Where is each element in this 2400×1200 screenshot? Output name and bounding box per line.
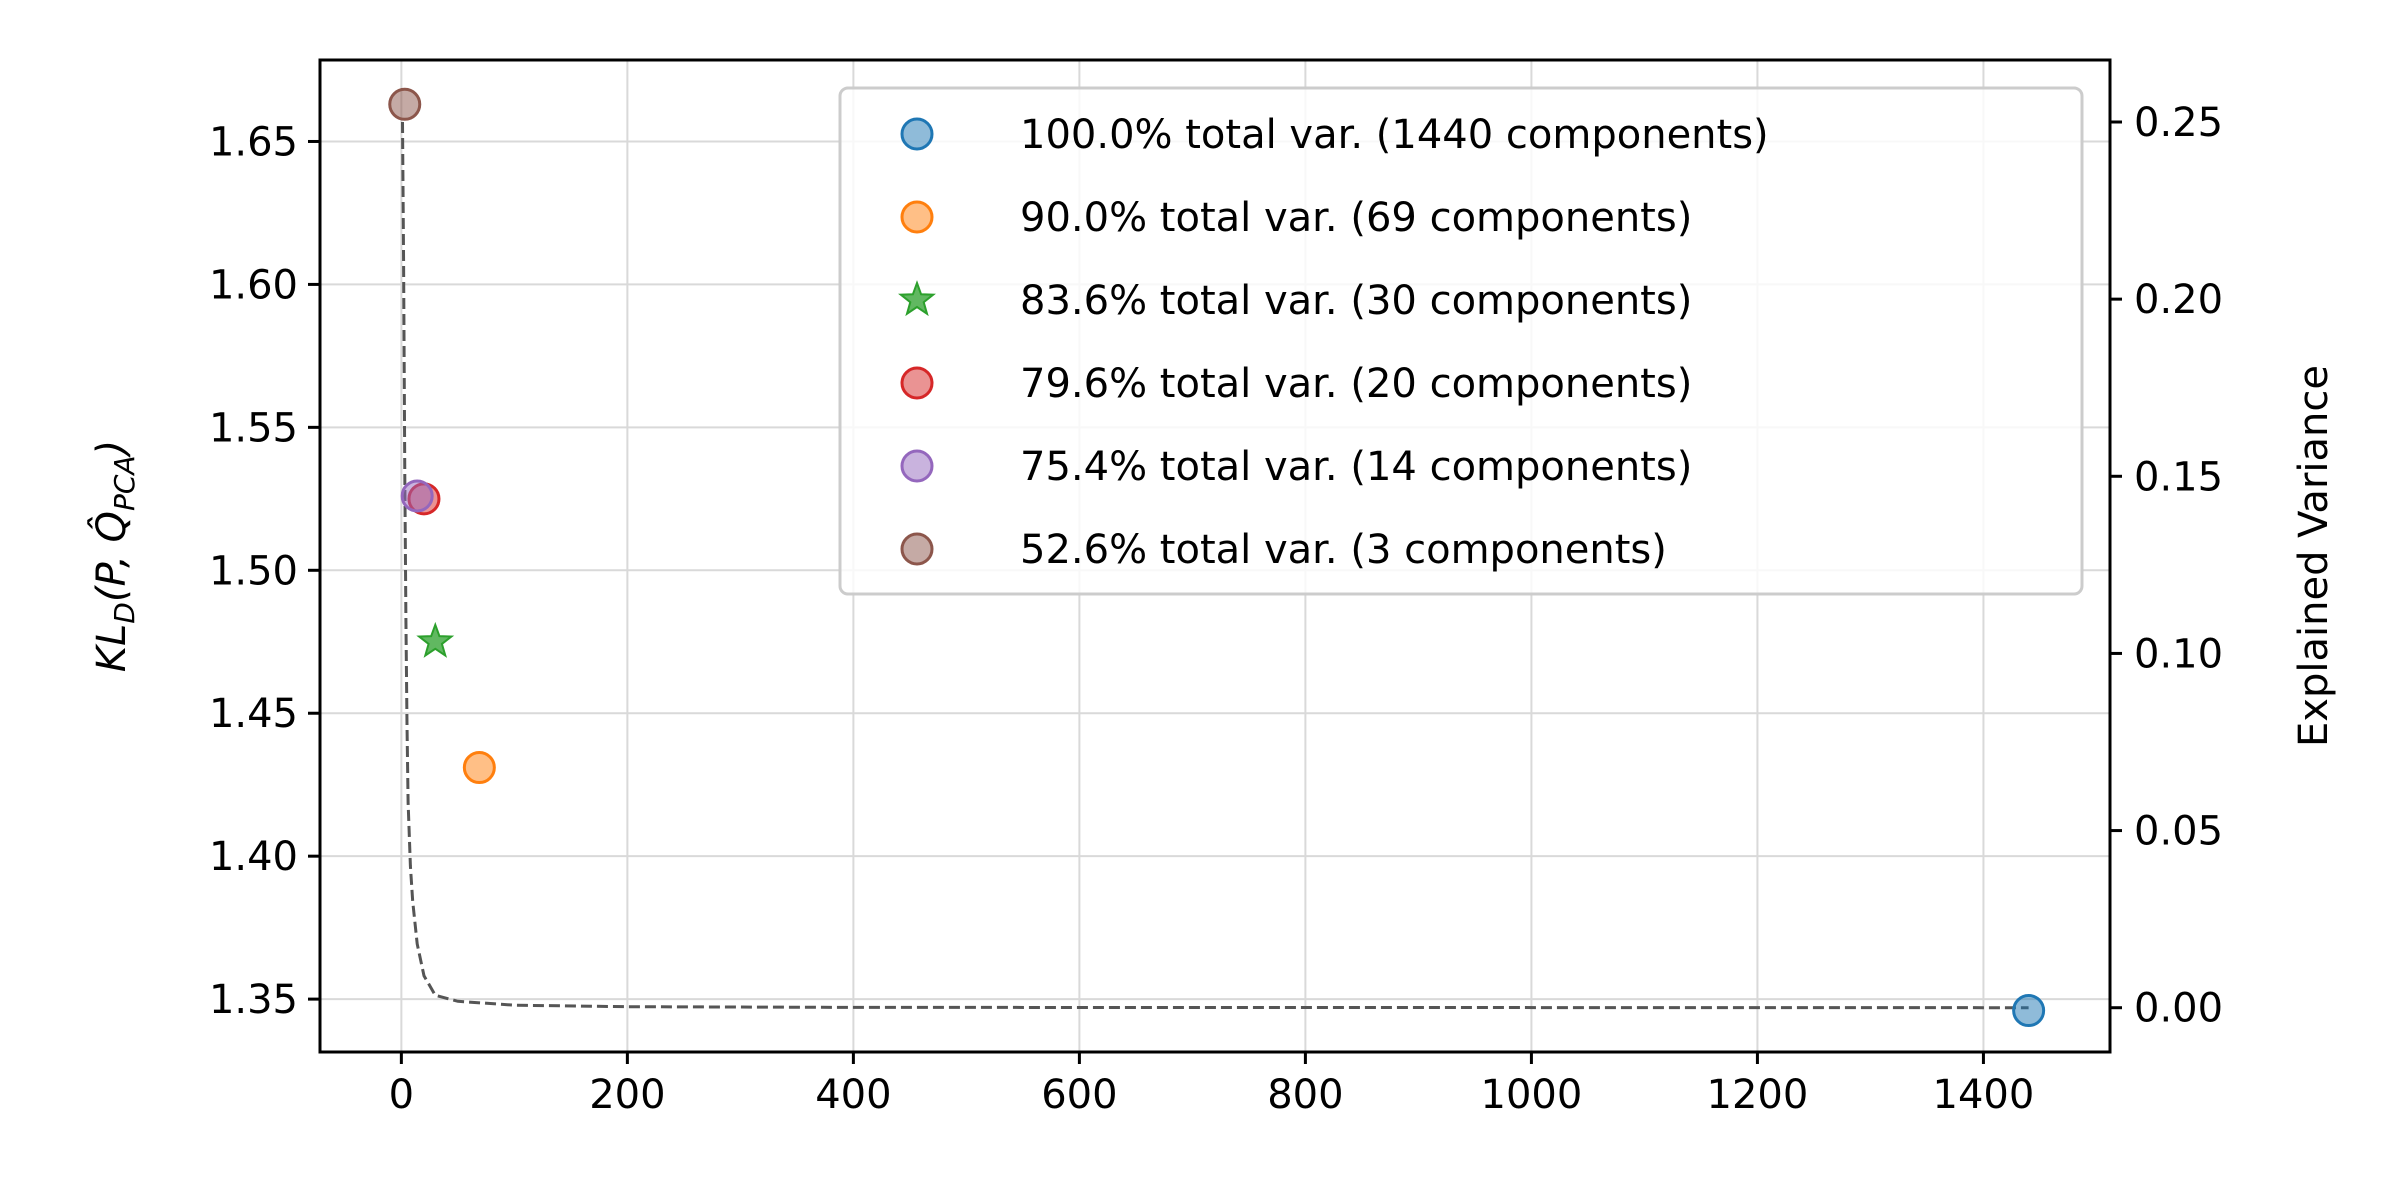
- scatter-points: [388, 87, 2046, 1028]
- y-tick-label: 1.45: [209, 691, 298, 737]
- data-point: [2012, 994, 2046, 1028]
- x-axis: 0 200 400 600 800 1000 1200 1400: [389, 1052, 2035, 1118]
- data-point: [462, 751, 496, 785]
- data-point: [400, 479, 434, 513]
- y2-tick-label: 0.10: [2134, 631, 2223, 677]
- legend-label: 100.0% total var. (1440 components): [1020, 112, 1769, 158]
- legend-label: 90.0% total var. (69 components): [1020, 195, 1692, 241]
- legend-items: 100.0% total var. (1440 components) 90.0%…: [898, 112, 1769, 573]
- x-tick-label: 0: [389, 1072, 414, 1118]
- legend-box: [838, 86, 2084, 596]
- data-point: [388, 87, 422, 121]
- legend-marker: [900, 532, 934, 566]
- y-tick-label: 1.35: [209, 977, 298, 1023]
- x-tick-label: 1400: [1933, 1072, 2035, 1118]
- x-tick-label: 1200: [1707, 1072, 1809, 1118]
- legend: 100.0% total var. (1440 components) 90.0%…: [838, 86, 2084, 596]
- x-tick-label: 600: [1041, 1072, 1117, 1118]
- legend-marker: [900, 449, 934, 483]
- y-axis-title: KLD(P, Q̂PCA): [87, 440, 141, 672]
- y2-tick-label: 0.25: [2134, 100, 2223, 146]
- y-tick-label: 1.65: [209, 119, 298, 165]
- x-tick-label: 400: [815, 1072, 891, 1118]
- legend-marker: [898, 280, 936, 317]
- y2-tick-label: 0.15: [2134, 454, 2223, 500]
- x-tick-label: 800: [1267, 1072, 1343, 1118]
- y-tick-label: 1.60: [209, 262, 298, 308]
- legend-marker: [900, 200, 934, 234]
- y-tick-label: 1.40: [209, 834, 298, 880]
- legend-marker: [900, 366, 934, 400]
- legend-label: 79.6% total var. (20 components): [1020, 361, 1692, 407]
- x-tick-label: 1000: [1481, 1072, 1583, 1118]
- plot-frame: [318, 58, 2112, 1054]
- y2-axis-title: Explained Variance: [2291, 365, 2337, 747]
- y2-tick-label: 0.05: [2134, 809, 2223, 855]
- explained-variance-curve: [401, 121, 2029, 1010]
- data-point: [416, 621, 455, 658]
- y-tick-label: 1.55: [209, 405, 298, 451]
- legend-label: 52.6% total var. (3 components): [1020, 527, 1667, 573]
- legend-label: 83.6% total var. (30 components): [1020, 278, 1692, 324]
- y-axis-right: 0.00 0.05 0.10 0.15 0.20 0.25: [2110, 100, 2223, 1032]
- legend-label: 75.4% total var. (14 components): [1020, 444, 1692, 490]
- x-tick-label: 200: [589, 1072, 665, 1118]
- y2-tick-label: 0.20: [2134, 277, 2223, 323]
- legend-marker: [900, 117, 934, 151]
- y2-tick-label: 0.00: [2134, 986, 2223, 1032]
- y-axis-left: 1.35 1.40 1.45 1.50 1.55 1.60 1.65: [209, 119, 320, 1023]
- y-tick-label: 1.50: [209, 548, 298, 594]
